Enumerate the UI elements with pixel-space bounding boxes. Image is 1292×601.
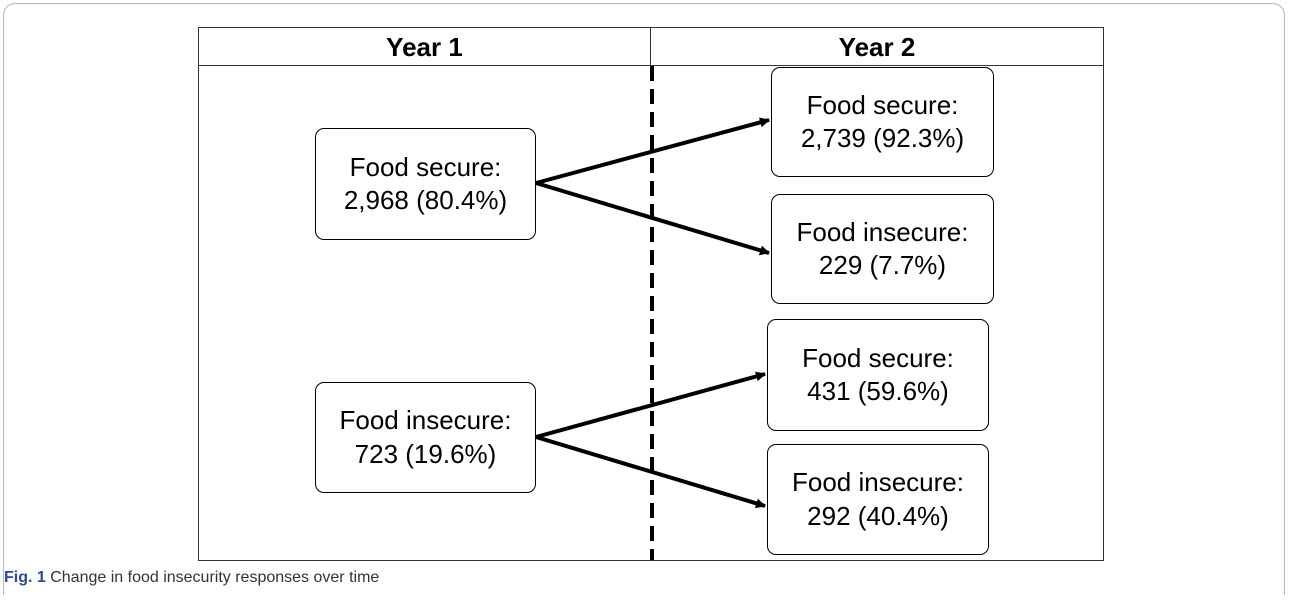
year2-secure-from-insecure-box: Food secure: 431 (59.6%) bbox=[767, 319, 989, 431]
year2-secure-from-secure-label: Food secure: bbox=[806, 89, 959, 120]
year1-food-secure-label: Food secure: bbox=[349, 151, 502, 182]
year1-food-insecure-label: Food insecure: bbox=[339, 405, 512, 436]
year2-insecure-from-secure-value: 229 (7.7%) bbox=[818, 250, 947, 280]
figure-label: Fig. 1 bbox=[4, 569, 46, 586]
year2-secure-from-secure-value: 2,739 (92.3%) bbox=[800, 123, 965, 153]
arrow-insecure-to-secure bbox=[535, 371, 766, 439]
year2-insecure-from-insecure-label: Food insecure: bbox=[792, 467, 964, 498]
year1-food-secure-box: Food secure: 2,968 (80.4%) bbox=[315, 128, 536, 240]
figure-frame bbox=[3, 3, 1285, 595]
year2-insecure-from-insecure-box: Food insecure: 292 (40.4%) bbox=[767, 444, 989, 555]
year2-secure-from-insecure-value: 431 (59.6%) bbox=[807, 376, 949, 406]
year1-food-insecure-value: 723 (19.6%) bbox=[354, 438, 497, 469]
year1-food-secure-value: 2,968 (80.4%) bbox=[343, 185, 508, 215]
arrow-insecure-to-insecure bbox=[535, 435, 766, 509]
figure-caption-text: Change in food insecurity responses over… bbox=[45, 569, 380, 586]
header-row: Year 1 Year 2 bbox=[199, 28, 1103, 66]
year2-insecure-from-secure-box: Food insecure: 229 (7.7%) bbox=[771, 194, 994, 304]
arrow-secure-to-insecure bbox=[535, 181, 770, 256]
header-year-1: Year 1 bbox=[199, 28, 651, 66]
arrow-secure-to-secure bbox=[535, 117, 770, 185]
figure-caption: Fig. 1 Change in food insecurity respons… bbox=[4, 569, 379, 587]
year2-secure-from-insecure-label: Food secure: bbox=[802, 342, 954, 373]
year2-secure-from-secure-box: Food secure: 2,739 (92.3%) bbox=[771, 67, 994, 177]
header-year-2: Year 2 bbox=[838, 32, 916, 62]
year2-insecure-from-insecure-value: 292 (40.4%) bbox=[807, 500, 949, 531]
year2-insecure-from-secure-label: Food insecure: bbox=[796, 216, 969, 247]
year1-food-insecure-box: Food insecure: 723 (19.6%) bbox=[315, 382, 536, 493]
